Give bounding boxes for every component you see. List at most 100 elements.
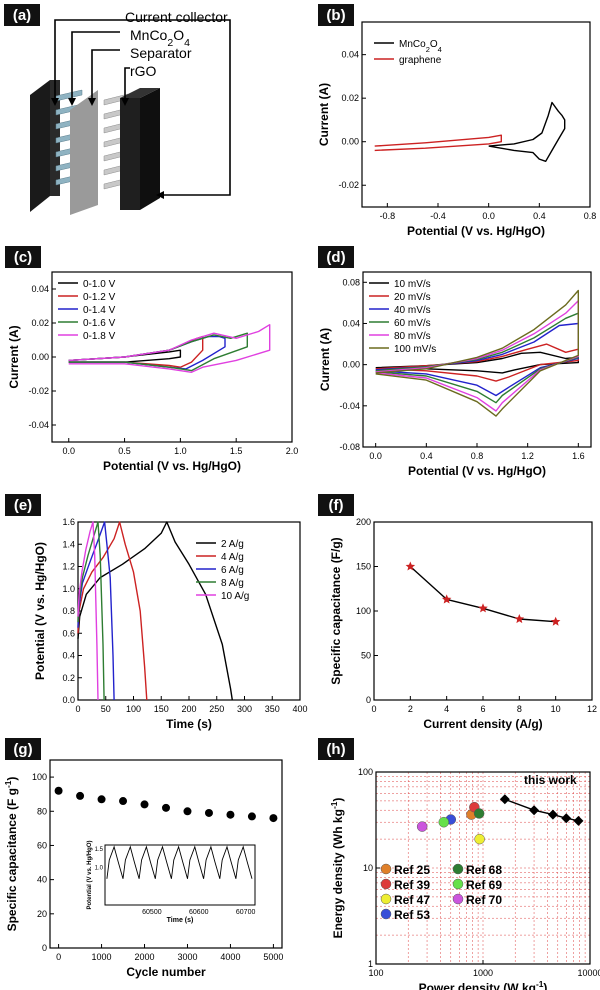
arrow-head-icon <box>156 191 164 199</box>
panel-label-a: (a) <box>4 4 40 26</box>
x-tick-label: 50 <box>101 704 111 714</box>
x-tick-label: -0.4 <box>430 211 446 221</box>
series-2-a-g <box>77 521 233 701</box>
data-point <box>119 797 128 806</box>
y-tick-label: 0.02 <box>31 318 49 328</box>
y-axis-label: Current (A) <box>7 325 21 388</box>
inset-y-tick-label: 1.5 <box>95 847 104 853</box>
x-tick-label: 10 <box>551 704 561 714</box>
y-tick-label: 0.2 <box>62 673 75 683</box>
series-100-mv-s <box>375 289 579 417</box>
panel-b: -0.8 -0.4 0.0 0.4 0.8 -0.02 0.00 0.02 0.04 Potent… <box>317 21 596 238</box>
legend-swatch <box>452 863 464 875</box>
data-point <box>97 795 106 804</box>
ticks: -0.8 -0.4 0.0 0.4 0.8 -0.02 0.00 0.02 0.04 <box>338 50 596 221</box>
data-point-diamond <box>529 805 540 816</box>
x-tick-label: 8 <box>517 704 522 714</box>
y-tick-label: 150 <box>356 562 371 572</box>
leader-line-current-collector <box>54 19 231 196</box>
ticks: 100 1000 10000 1 10 100 <box>358 767 600 978</box>
legend-label: Ref 70 <box>466 893 502 907</box>
data-point-star <box>478 603 488 613</box>
arrow-head-icon <box>121 98 129 106</box>
series-0-1-8-v <box>68 324 271 373</box>
inset-curve <box>106 845 253 879</box>
panel-label-b: (b) <box>318 4 354 26</box>
legend-label: 6 A/g <box>221 565 244 576</box>
y-tick-label: 1.6 <box>62 517 75 527</box>
x-tick-label: 1.5 <box>230 446 243 456</box>
ticks: 0 1000 2000 3000 4000 5000 0 20 40 60 80 100 <box>32 772 283 962</box>
x-tick-label: -0.8 <box>380 211 396 221</box>
panel-e: 0 50 100 150 200 250 300 350 400 0.0 0.2 0.4 0.6 0.8 1… <box>33 517 308 731</box>
data-point <box>204 808 213 817</box>
panel-label-f: (f) <box>318 494 354 516</box>
x-tick-label: 10000 <box>577 968 600 978</box>
x-tick-label: 5000 <box>263 952 283 962</box>
panel-label-e: (e) <box>5 494 41 516</box>
y-tick-label: 0.0 <box>62 695 75 705</box>
y-tick-label: 0.04 <box>341 50 359 60</box>
inset-chart: 60500 60600 60700 1.5 1.0 Time (s) Potential (… <box>87 840 256 924</box>
x-tick-label: 250 <box>209 704 224 714</box>
inset-frame <box>104 844 256 906</box>
x-tick-label: 2000 <box>135 952 155 962</box>
legend-label: 10 mV/s <box>394 279 431 290</box>
data-point-diamond <box>499 794 510 805</box>
x-axis-label: Potential (V vs. Hg/HgO) <box>407 224 545 238</box>
plot-frame <box>49 759 283 949</box>
x-axis-label: Cycle number <box>126 965 206 979</box>
data-point <box>269 814 278 823</box>
series-mnco2o4 <box>488 101 566 163</box>
panel-label-text: (d) <box>326 249 345 266</box>
legend-label: 60 mV/s <box>394 318 431 329</box>
arrow-head-icon <box>51 98 59 106</box>
data-point <box>247 812 256 821</box>
series-line <box>77 521 233 701</box>
x-axis-label: Potential (V vs. Hg/HgO) <box>408 464 546 478</box>
y-tick-label: 20 <box>37 909 47 919</box>
data-point-star <box>405 561 416 571</box>
x-tick-label: 0 <box>75 704 80 714</box>
y-tick-label: 100 <box>358 767 373 777</box>
series-ref-70 <box>416 821 428 832</box>
legend-label: MnCo2O4 <box>399 39 442 54</box>
x-tick-label: 0.5 <box>118 446 131 456</box>
x-axis-label: Potential (V vs. Hg/HgO) <box>103 459 241 473</box>
arrow-head-icon <box>88 98 96 106</box>
label-mnco2o4: MnCo2O4 <box>130 27 190 49</box>
x-tick-label: 4 <box>444 704 449 714</box>
y-tick-label: 0 <box>42 943 47 953</box>
current-collector-right <box>120 98 140 210</box>
x-tick-label: 6 <box>480 704 485 714</box>
panel-c: 0.0 0.5 1.0 1.5 2.0 -0.04 -0.02 0.00 0.02 0.04 Pot… <box>7 271 299 473</box>
panel-label-bg <box>318 738 354 760</box>
series-0-1-0-v <box>68 349 182 363</box>
legend-swatch <box>380 863 392 875</box>
plot-frame <box>373 521 593 701</box>
series-this-work <box>499 794 584 826</box>
x-tick-label: 12 <box>587 704 597 714</box>
data-point-star <box>441 594 452 604</box>
y-tick-label: 0.8 <box>62 606 75 616</box>
x-tick-label: 1000 <box>92 952 112 962</box>
leader-line-rgo <box>124 67 130 100</box>
series-line <box>374 134 502 152</box>
legend-label: Ref 47 <box>394 893 430 907</box>
legend: 10 mV/s 20 mV/s 40 mV/s 60 mV/s 80 mV/s 100 m… <box>369 279 436 355</box>
label-rgo: rGO <box>130 63 157 79</box>
inset-x-tick-label: 60600 <box>189 909 209 916</box>
y-tick-label: 0.02 <box>341 93 359 103</box>
y-axis-label: Energy density (Wh kg-1) <box>329 798 345 939</box>
series-line <box>409 565 556 623</box>
panel-label-bg <box>5 246 41 268</box>
series-ref-69 <box>438 816 450 828</box>
x-tick-label: 2.0 <box>286 446 299 456</box>
panel-label-text: (a) <box>13 7 31 24</box>
y-tick-label: 0.04 <box>342 318 360 328</box>
legend-swatch <box>452 878 464 890</box>
y-tick-label: -0.04 <box>28 420 49 430</box>
series-8-a-g <box>77 521 105 701</box>
legend-label: Ref 25 <box>394 863 430 877</box>
